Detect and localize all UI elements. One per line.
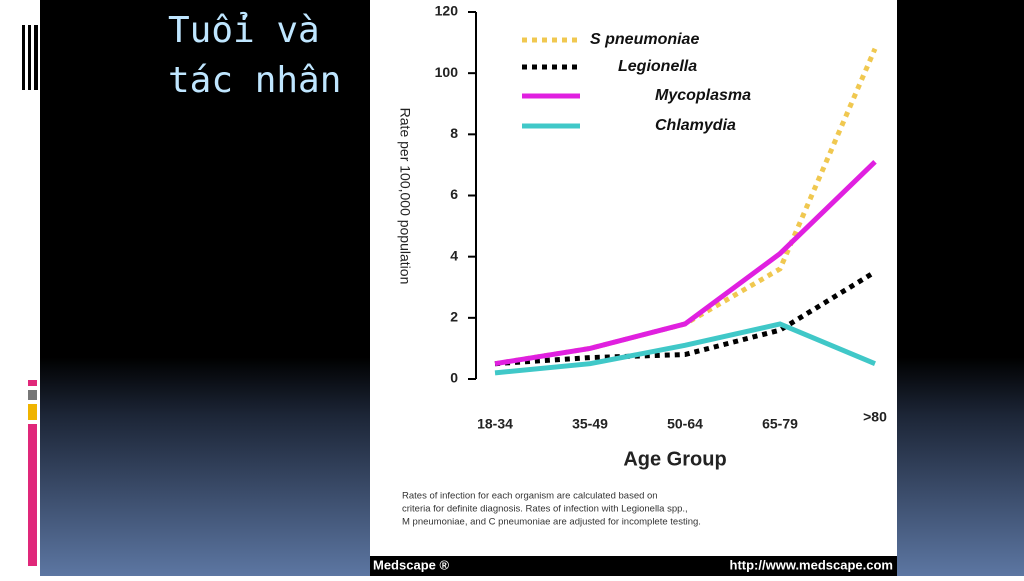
x-tick-label: 65-79	[762, 416, 798, 432]
x-tick-label: >80	[863, 409, 887, 425]
source: Medscape ®	[373, 557, 449, 572]
y-tick-label: 100	[435, 64, 459, 80]
y-tick-label: 0	[450, 370, 458, 386]
legend-label: Legionella	[618, 58, 697, 75]
footnote: M pneumoniae, and C pneumoniae are adjus…	[402, 517, 701, 528]
legend-label: Mycoplasma	[655, 87, 751, 104]
y-axis-label: Rate per 100,000 population	[397, 108, 413, 285]
y-tick-label: 120	[435, 3, 459, 19]
y-tick-label: 8	[450, 125, 458, 141]
footnote: criteria for definite diagnosis. Rates o…	[402, 504, 688, 515]
slide-title: tác nhân	[168, 60, 341, 101]
accent	[28, 424, 37, 566]
y-tick-label: 6	[450, 186, 458, 202]
url: http://www.medscape.com	[730, 557, 894, 572]
x-tick-label: 50-64	[667, 416, 703, 432]
accent	[28, 390, 37, 400]
chart-image	[370, 0, 897, 556]
legend-label: Chlamydia	[655, 117, 736, 134]
series-line	[494, 160, 877, 367]
y-tick-label: 2	[450, 309, 458, 325]
stripe-icon	[22, 25, 38, 90]
footer-bar	[370, 556, 897, 576]
slide-title: Tuổi và	[168, 10, 320, 51]
series-line	[494, 321, 876, 376]
accent	[28, 380, 37, 386]
x-tick-label: 18-34	[477, 416, 513, 432]
y-tick-label: 4	[450, 247, 458, 263]
x-tick-label: 35-49	[572, 416, 608, 432]
legend-label: S pneumoniae	[590, 31, 699, 48]
accent	[28, 404, 37, 420]
footnote: Rates of infection for each organism are…	[402, 491, 658, 502]
x-axis-label: Age Group	[623, 448, 726, 470]
series-line	[494, 269, 877, 367]
